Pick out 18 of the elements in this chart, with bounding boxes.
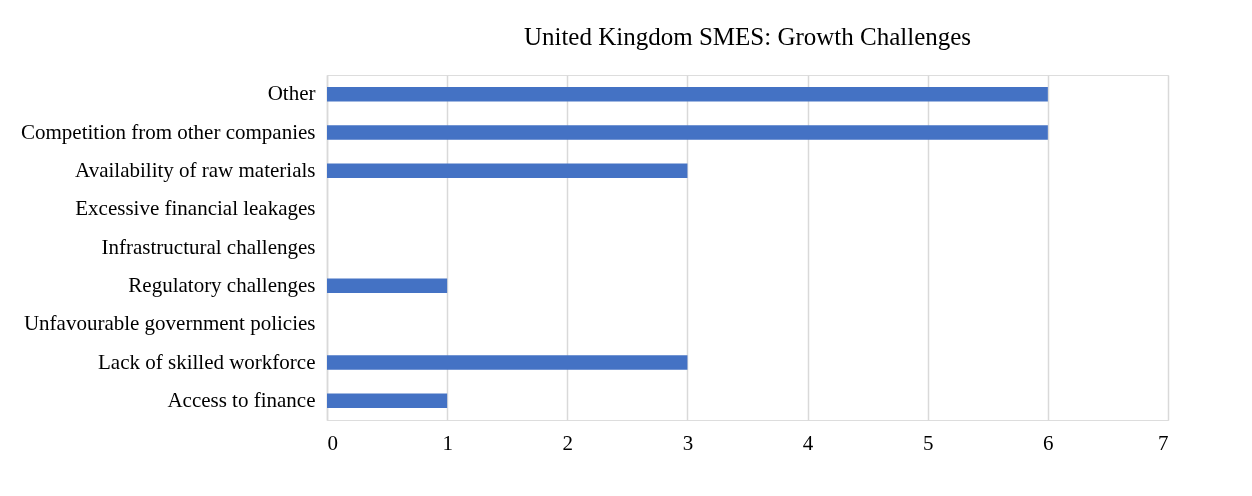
y-tick-label: Other — [267, 81, 316, 106]
y-tick-label: Infrastructural challenges — [101, 234, 316, 259]
chart-title: United Kingdom SMES: Growth Challenges — [523, 23, 972, 50]
y-tick-label: Unfavourable government policies — [23, 311, 316, 336]
x-tick-label: 3 — [682, 430, 694, 455]
y-tick-label: Competition from other companies — [20, 119, 316, 144]
x-tick-label: 0 — [327, 430, 338, 455]
y-tick-label: Availability of raw materials — [75, 157, 316, 182]
x-tick-label: 1 — [442, 430, 453, 455]
x-tick-label: 6 — [1043, 430, 1054, 455]
x-tick-label: 5 — [922, 430, 934, 455]
x-tick-label: 2 — [562, 430, 574, 455]
y-tick-label: Access to finance — [167, 387, 316, 412]
y-tick-label: Lack of skilled workforce — [98, 349, 316, 374]
y-tick-label: Excessive financial leakages — [75, 196, 316, 221]
x-tick-label: 4 — [802, 430, 814, 455]
y-tick-label: Regulatory challenges — [128, 272, 316, 297]
x-tick-label: 7 — [1158, 430, 1169, 455]
